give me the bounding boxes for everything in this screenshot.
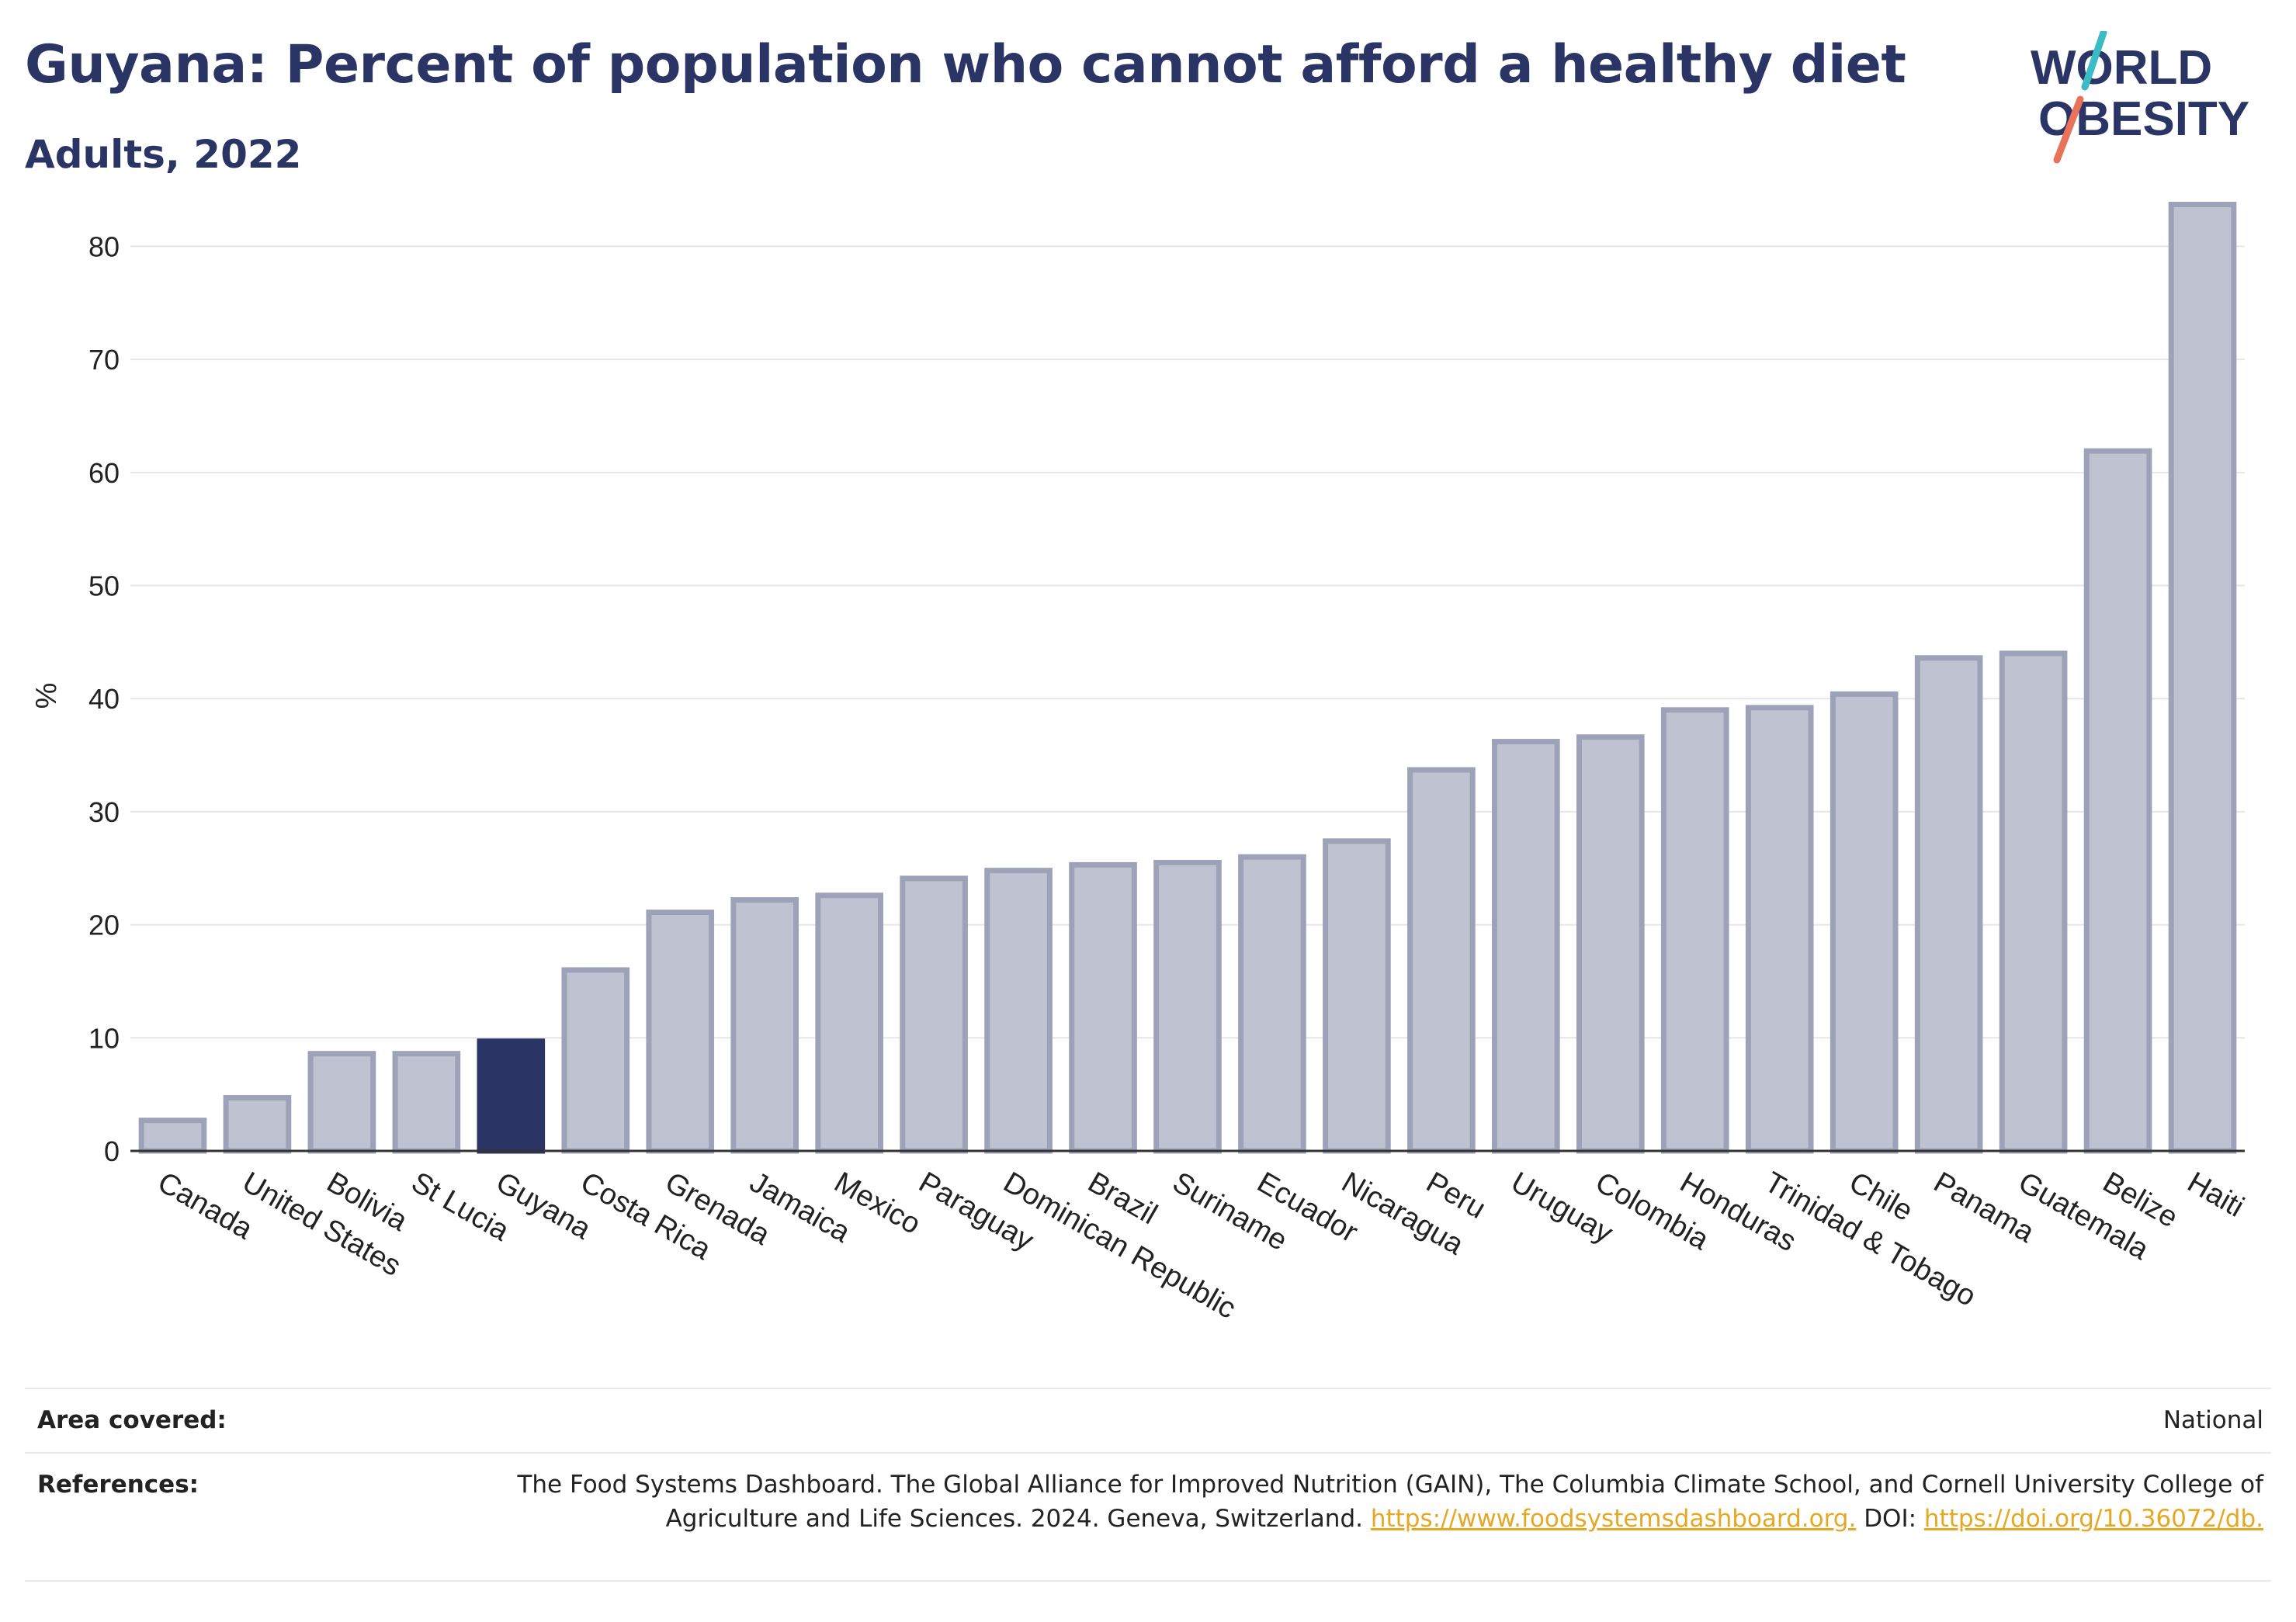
separator-bottom <box>25 1580 2271 1582</box>
x-tick-label: St Lucia <box>406 1166 515 1247</box>
references-text: The Food Systems Dashboard. The Global A… <box>517 1471 2263 1533</box>
references-doi-label: DOI: <box>1864 1505 1917 1533</box>
y-tick-label: 30 <box>88 796 120 828</box>
separator-middle <box>25 1452 2271 1454</box>
bar-suriname[interactable] <box>1153 859 1222 1154</box>
world-obesity-logo: WORLD OBESITY <box>2031 31 2249 164</box>
bar-brazil[interactable] <box>1069 861 1137 1154</box>
bar-belize[interactable] <box>2083 448 2152 1154</box>
area-covered-value: National <box>2162 1406 2263 1434</box>
area-covered-label: Area covered: <box>37 1406 227 1434</box>
bar-haiti[interactable] <box>2168 202 2237 1154</box>
x-tick-label: Guyana <box>491 1166 597 1246</box>
y-tick-label: 20 <box>88 910 120 941</box>
chart-title: Guyana: Percent of population who cannot… <box>25 34 1906 95</box>
references-value: The Food Systems Dashboard. The Global A… <box>478 1468 2263 1536</box>
y-tick-labels: 0 10 20 30 40 50 60 70 80 <box>88 230 120 1167</box>
bar-dominican-republic[interactable] <box>984 868 1053 1154</box>
chart-subtitle: Adults, 2022 <box>25 132 302 177</box>
bar-guyana[interactable] <box>477 1038 546 1154</box>
bar-ecuador[interactable] <box>1238 854 1306 1154</box>
bar-uruguay[interactable] <box>1492 739 1560 1154</box>
bar-mexico[interactable] <box>815 892 883 1154</box>
bar-paraguay[interactable] <box>900 875 968 1154</box>
bar-honduras[interactable] <box>1660 707 1729 1154</box>
bar-costa-rica[interactable] <box>561 967 630 1154</box>
y-axis-label: % <box>30 683 63 709</box>
bar-colombia[interactable] <box>1576 734 1645 1154</box>
references-link-doi[interactable]: https://doi.org/10.36072/db. <box>1923 1505 2263 1533</box>
bar-panama[interactable] <box>1914 655 1983 1154</box>
logo-slash-bottom <box>2053 95 2084 164</box>
area-covered-row: Area covered: National <box>25 1389 2271 1451</box>
y-tick-label: 40 <box>88 683 120 715</box>
x-tick-label: Canada <box>152 1166 258 1246</box>
y-tick-label: 10 <box>88 1022 120 1054</box>
bar-guatemala[interactable] <box>1999 650 2068 1154</box>
bar-chile[interactable] <box>1830 691 1899 1154</box>
x-tick-label: Haiti <box>2182 1166 2249 1223</box>
y-tick-label: 0 <box>104 1135 120 1167</box>
y-tick-label: 60 <box>88 457 120 489</box>
references-row: References: The Food Systems Dashboard. … <box>25 1454 2271 1578</box>
logo-text-world: WORLD <box>2031 41 2212 95</box>
separator-top <box>25 1388 2271 1389</box>
y-tick-label: 80 <box>88 230 120 262</box>
bar-canada[interactable] <box>138 1118 207 1154</box>
references-label: References: <box>37 1471 199 1499</box>
bar-grenada[interactable] <box>646 910 715 1154</box>
references-link-dashboard[interactable]: https://www.foodsystemsdashboard.org. <box>1370 1505 1857 1533</box>
y-tick-label: 70 <box>88 344 120 376</box>
bar-united-states[interactable] <box>223 1095 292 1154</box>
bar-peru[interactable] <box>1407 767 1476 1154</box>
logo-slash-top <box>2081 31 2107 91</box>
bar-st-lucia[interactable] <box>392 1051 461 1154</box>
bar-jamaica[interactable] <box>730 897 799 1154</box>
bars <box>138 202 2237 1154</box>
bar-nicaragua[interactable] <box>1323 838 1391 1154</box>
bar-trinidad-tobago[interactable] <box>1745 705 1814 1154</box>
y-tick-label: 50 <box>88 570 120 602</box>
bar-bolivia[interactable] <box>307 1051 376 1154</box>
